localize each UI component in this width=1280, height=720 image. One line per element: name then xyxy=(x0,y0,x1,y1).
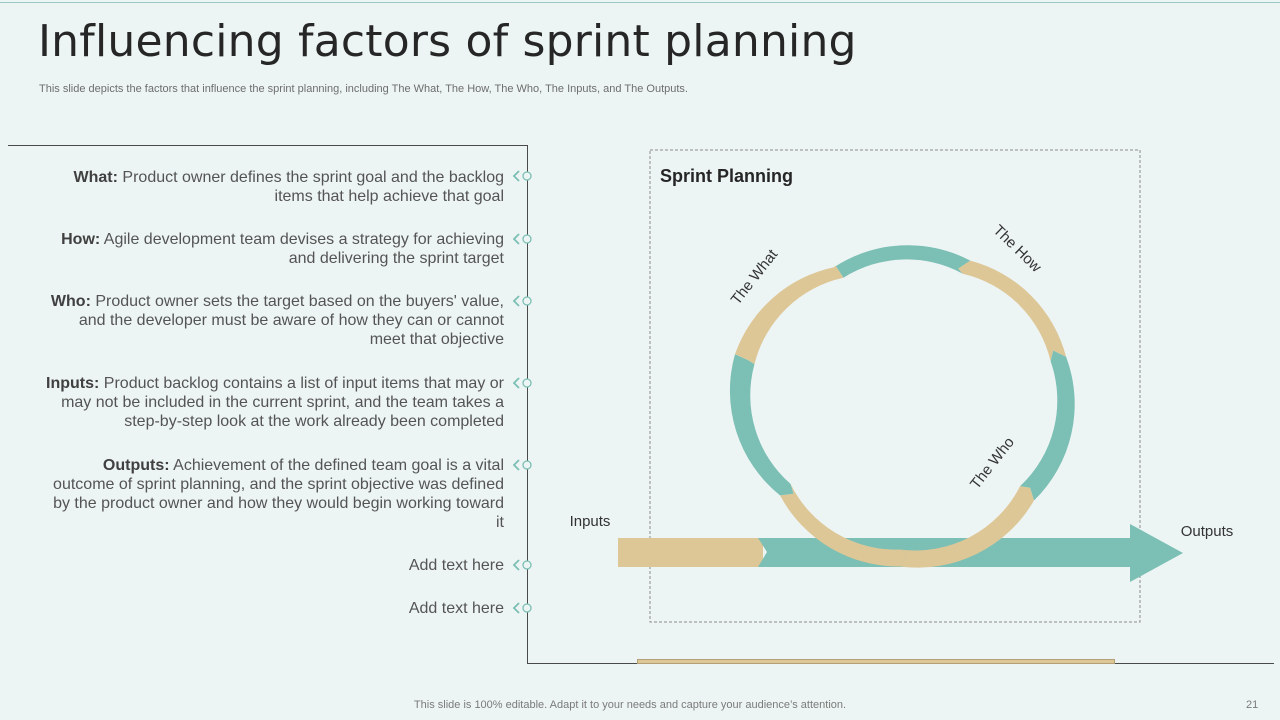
factor-placeholder: Add text here xyxy=(44,599,504,618)
factor-text: Product owner defines the sprint goal an… xyxy=(122,169,504,205)
ring-segment-top xyxy=(834,245,971,278)
page-number: 21 xyxy=(1246,699,1259,711)
factor-what: What: Product owner defines the sprint g… xyxy=(44,168,504,206)
label-the-who: The Who xyxy=(967,434,1018,492)
factor-inputs: Inputs: Product backlog contains a list … xyxy=(44,374,504,431)
factor-label: What: xyxy=(73,169,118,186)
connector-marker-icon xyxy=(512,295,532,307)
ring-segment-how xyxy=(958,260,1067,362)
factor-text: Product owner sets the target based on t… xyxy=(78,293,504,348)
sprint-cycle-ring xyxy=(729,245,1075,568)
factor-label: Who: xyxy=(50,293,91,310)
factor-label: How: xyxy=(61,231,101,248)
label-inputs: Inputs xyxy=(570,513,611,530)
connector-marker-icon xyxy=(512,559,532,571)
factor-outputs: Outputs: Achievement of the defined team… xyxy=(44,456,504,532)
slide-title: Influencing factors of sprint planning xyxy=(38,16,857,67)
factor-text: Achievement of the defined team goal is … xyxy=(53,457,504,531)
factor-how: How: Agile development team devises a st… xyxy=(44,230,504,268)
ring-segment-what xyxy=(735,265,844,364)
ring-segment-right xyxy=(1020,350,1075,501)
factor-text: Agile development team devises a strateg… xyxy=(103,231,504,267)
top-rule xyxy=(0,2,1280,3)
connector-marker-icon xyxy=(512,602,532,614)
label-the-how: The How xyxy=(990,222,1045,276)
frame-line-vertical xyxy=(527,145,528,664)
factor-text: Product backlog contains a list of input… xyxy=(61,375,504,430)
inputs-bar xyxy=(618,538,763,567)
diagram-title: Sprint Planning xyxy=(660,166,793,186)
footer-note: This slide is 100% editable. Adapt it to… xyxy=(413,699,847,711)
label-outputs: Outputs xyxy=(1181,523,1234,540)
factor-placeholder: Add text here xyxy=(44,556,504,575)
diagram-frame xyxy=(649,149,1141,623)
factor-text: Add text here xyxy=(408,600,504,617)
base-bar xyxy=(637,659,1115,664)
slide-subtitle: This slide depicts the factors that infl… xyxy=(39,83,688,95)
factor-text: Add text here xyxy=(408,557,504,574)
factor-who: Who: Product owner sets the target based… xyxy=(44,292,504,349)
factor-label: Outputs: xyxy=(102,457,170,474)
connector-marker-icon xyxy=(512,233,532,245)
frame-line-top xyxy=(8,145,527,146)
ring-segment-bottom xyxy=(780,483,908,567)
ring-segment-who xyxy=(900,486,1034,568)
factor-label: Inputs: xyxy=(46,375,100,392)
connector-marker-icon xyxy=(512,170,532,182)
connector-marker-icon xyxy=(512,377,532,389)
ring-segment-left xyxy=(729,354,794,496)
connector-marker-icon xyxy=(512,459,532,471)
